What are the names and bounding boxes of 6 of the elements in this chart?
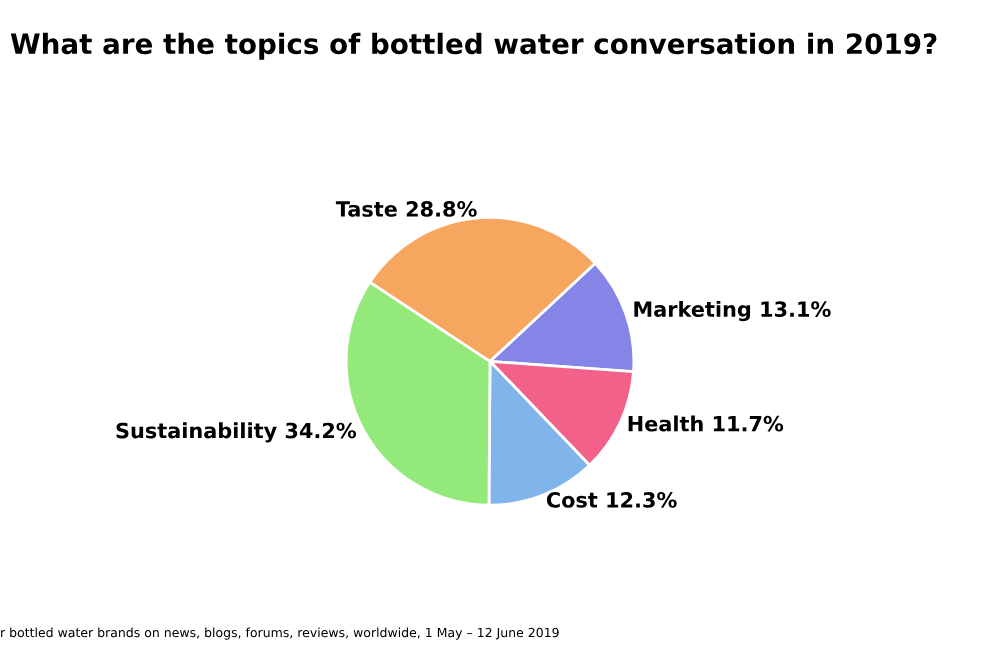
- slice-label: Marketing 13.1%: [634, 300, 831, 322]
- chart-title: What are the topics of bottled water conversation in 2019?: [10, 32, 937, 60]
- slice-label: Sustainability 34.2%: [116, 422, 357, 443]
- slice-label: Cost 12.3%: [546, 492, 677, 508]
- slice-label: Taste 28.8%: [335, 201, 477, 217]
- slice-label: Health 11.7%: [628, 415, 784, 432]
